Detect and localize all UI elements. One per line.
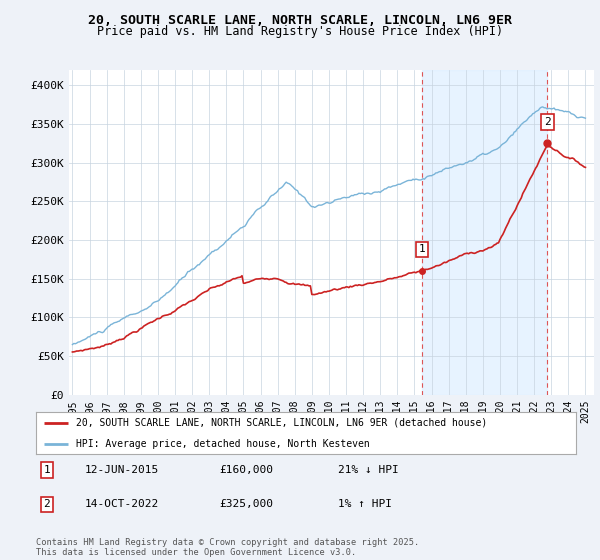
Text: £325,000: £325,000 bbox=[220, 500, 274, 510]
Bar bbox=[422, 70, 547, 395]
Text: HPI: Average price, detached house, North Kesteven: HPI: Average price, detached house, Nort… bbox=[77, 440, 370, 449]
Text: 14-OCT-2022: 14-OCT-2022 bbox=[85, 500, 159, 510]
Text: 2: 2 bbox=[43, 500, 50, 510]
Text: 1: 1 bbox=[419, 244, 425, 254]
Text: 2: 2 bbox=[544, 117, 551, 127]
Text: 20, SOUTH SCARLE LANE, NORTH SCARLE, LINCOLN, LN6 9ER: 20, SOUTH SCARLE LANE, NORTH SCARLE, LIN… bbox=[88, 14, 512, 27]
Text: 1% ↑ HPI: 1% ↑ HPI bbox=[338, 500, 392, 510]
Text: £160,000: £160,000 bbox=[220, 465, 274, 475]
Text: Price paid vs. HM Land Registry's House Price Index (HPI): Price paid vs. HM Land Registry's House … bbox=[97, 25, 503, 38]
Text: 12-JUN-2015: 12-JUN-2015 bbox=[85, 465, 159, 475]
Text: 1: 1 bbox=[43, 465, 50, 475]
Text: 21% ↓ HPI: 21% ↓ HPI bbox=[338, 465, 399, 475]
Text: 20, SOUTH SCARLE LANE, NORTH SCARLE, LINCOLN, LN6 9ER (detached house): 20, SOUTH SCARLE LANE, NORTH SCARLE, LIN… bbox=[77, 418, 488, 428]
Text: Contains HM Land Registry data © Crown copyright and database right 2025.
This d: Contains HM Land Registry data © Crown c… bbox=[36, 538, 419, 557]
